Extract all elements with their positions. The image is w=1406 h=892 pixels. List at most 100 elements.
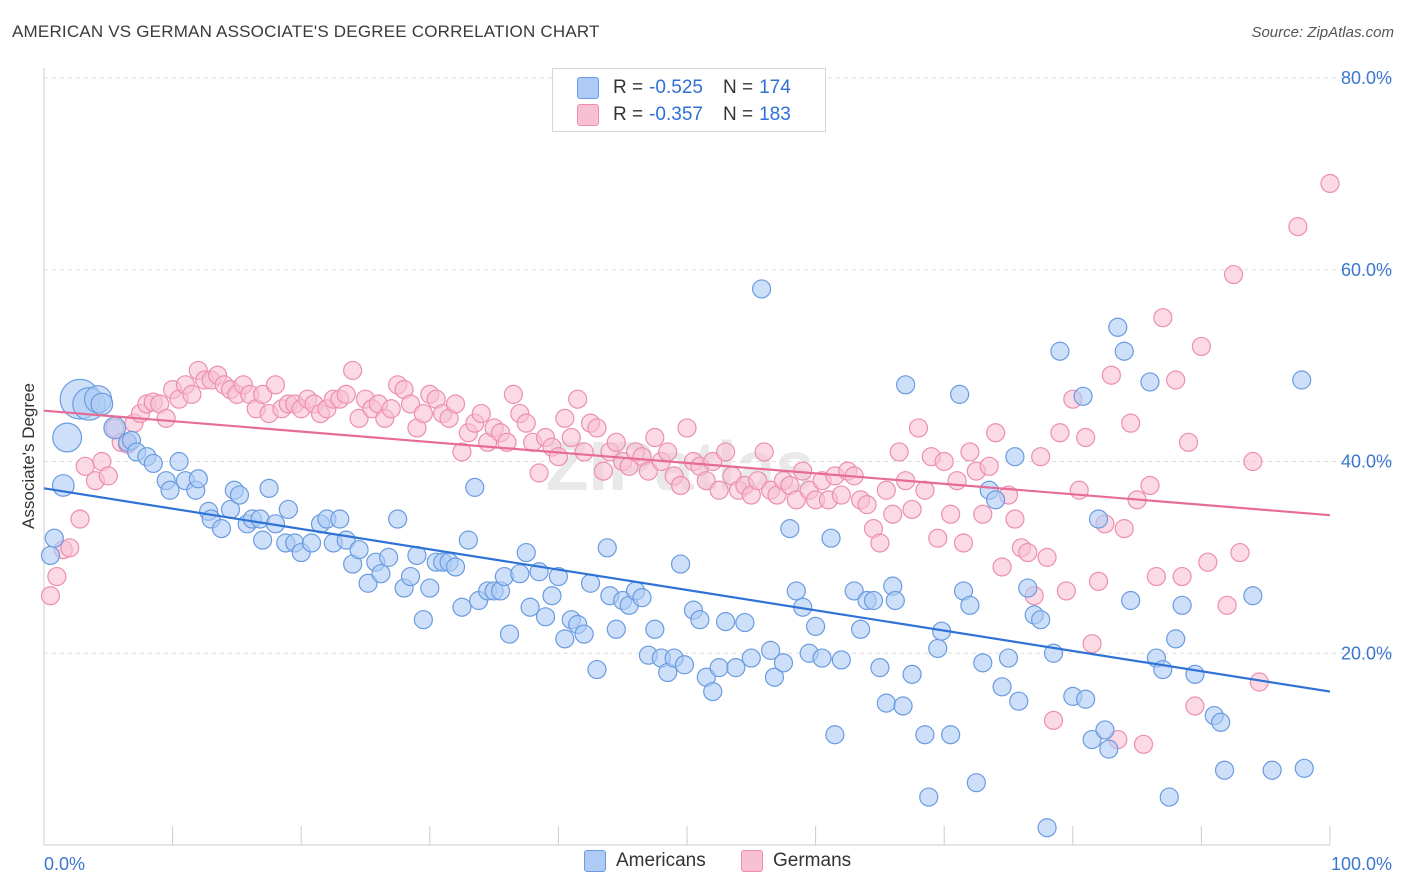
y-tick-label: 40.0%	[1341, 452, 1392, 472]
germans-point	[870, 533, 890, 553]
germans-point	[1320, 173, 1340, 194]
americans-point	[1292, 370, 1312, 390]
americans-point	[1185, 664, 1205, 684]
germans-point	[1230, 542, 1250, 563]
americans-point	[465, 477, 485, 497]
americans-point	[674, 655, 695, 675]
germans-swatch	[577, 104, 599, 126]
germans-point	[336, 384, 356, 404]
americans-point	[844, 581, 864, 601]
americans-legend-swatch	[584, 850, 606, 872]
americans-point	[998, 648, 1019, 668]
chart-title: AMERICAN VS GERMAN ASSOCIATE'S DEGREE CO…	[12, 22, 600, 41]
americans-point	[499, 624, 520, 644]
source-label: Source: ZipAtlas.com	[1251, 24, 1394, 41]
germans-points	[40, 173, 1340, 754]
americans-point	[330, 509, 350, 529]
americans-point	[1095, 720, 1115, 740]
legend-row-germans: R = -0.357 N = 183	[577, 103, 791, 127]
germans-point	[902, 499, 922, 520]
americans-point	[542, 586, 562, 606]
germans-point	[1153, 308, 1173, 328]
americans-point	[52, 422, 83, 453]
germans-point	[748, 471, 768, 491]
trend-lines	[43, 409, 1331, 693]
americans-point	[1099, 739, 1119, 759]
germans-point	[1005, 509, 1025, 529]
germans-point	[857, 495, 877, 515]
germans-point	[574, 442, 594, 462]
americans-point	[715, 612, 736, 632]
germans-point	[658, 442, 678, 462]
americans-point	[388, 509, 408, 529]
americans-point	[645, 619, 665, 639]
americans-point	[371, 564, 391, 584]
germans-point	[1133, 734, 1154, 754]
americans-point	[1166, 629, 1186, 649]
americans-point	[445, 557, 466, 577]
germans-point	[1031, 447, 1051, 467]
germans-point	[182, 384, 202, 404]
americans-point	[919, 787, 939, 807]
americans-point	[893, 696, 913, 716]
americans-point	[211, 519, 232, 539]
americans-point	[741, 648, 761, 668]
americans-point	[1076, 689, 1096, 709]
germans-point	[516, 413, 536, 433]
americans-point	[780, 519, 800, 539]
americans-point	[574, 624, 594, 644]
americans-point	[941, 725, 961, 745]
americans-point	[885, 590, 905, 611]
americans-point	[516, 542, 536, 563]
americans-point	[786, 581, 806, 601]
americans-point	[379, 547, 399, 567]
americans-point	[44, 528, 64, 548]
americans-point	[896, 375, 916, 395]
legend-row-americans: R = -0.525 N = 174	[577, 76, 791, 100]
americans-point	[1082, 729, 1102, 750]
germans-point	[754, 442, 774, 462]
y-tick-label: 20.0%	[1341, 643, 1392, 663]
germans-point	[70, 509, 90, 529]
germans-point	[1018, 542, 1038, 563]
germans-point	[47, 566, 67, 587]
germans-point	[696, 471, 716, 491]
germans-point	[529, 463, 549, 483]
americans-point	[358, 573, 378, 593]
americans-point	[510, 564, 530, 584]
americans-point	[986, 490, 1006, 510]
americans-point	[1140, 372, 1160, 392]
germans-point	[831, 485, 851, 505]
americans-trend-line	[43, 487, 1331, 693]
americans-point	[632, 588, 652, 608]
americans-point	[915, 725, 935, 745]
americans-points	[40, 279, 1314, 838]
germans-point	[986, 423, 1006, 443]
germans-point	[568, 389, 588, 409]
germans-point	[349, 408, 369, 428]
germans-point	[548, 447, 569, 467]
germans-point	[445, 394, 466, 414]
germans-point	[992, 557, 1012, 577]
germans-point	[1140, 475, 1160, 496]
germans-point	[452, 442, 472, 462]
americans-point	[188, 469, 208, 489]
americans-point	[851, 619, 871, 639]
americans-point	[821, 528, 841, 548]
germans-point	[1166, 370, 1186, 390]
americans-point	[703, 681, 723, 702]
americans-point	[160, 480, 180, 500]
americans-point	[1121, 590, 1141, 611]
germans-point	[1146, 566, 1166, 587]
americans-point	[229, 485, 250, 505]
germans-point	[1069, 480, 1089, 500]
germans-point	[555, 408, 575, 428]
germans-r-value: -0.357	[649, 104, 703, 125]
americans-point	[452, 597, 472, 617]
germans-point	[1088, 571, 1109, 591]
germans-point	[1178, 432, 1199, 452]
americans-point	[458, 530, 478, 550]
americans-point	[259, 478, 279, 498]
americans-point	[950, 384, 970, 404]
